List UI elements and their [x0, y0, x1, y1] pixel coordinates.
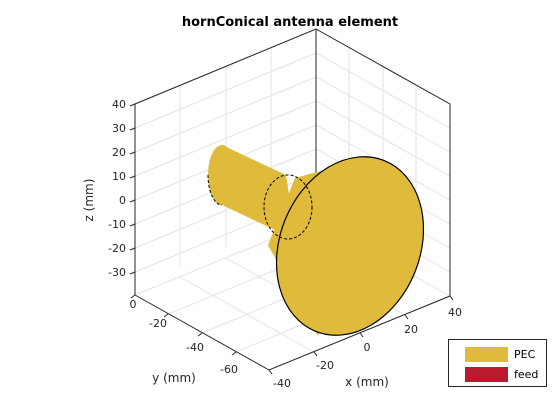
z-tick-label: 10	[112, 170, 126, 183]
waveguide-edge	[207, 174, 223, 206]
horn-aperture	[275, 156, 425, 336]
legend-item-feed: feed	[465, 366, 538, 382]
figure-title: hornConical antenna element	[182, 15, 398, 30]
y-tick-label: -60	[220, 363, 238, 376]
y-axis-label: y (mm)	[152, 371, 196, 385]
legend: PEC feed	[448, 339, 547, 387]
x-tick-label: 40	[448, 306, 462, 319]
legend-swatch-feed	[465, 366, 508, 382]
z-tick-label: -10	[108, 218, 126, 231]
z-tick-label: -30	[108, 266, 126, 279]
legend-swatch-pec	[465, 346, 508, 362]
z-tick-label: 20	[112, 146, 126, 159]
z-axis-label: z (mm)	[82, 179, 96, 222]
x-axis-label: x (mm)	[345, 375, 389, 389]
x-axis: -40 -20 0 20 40 x (mm)	[268, 295, 462, 390]
z-tick-label: 30	[112, 122, 126, 135]
x-tick-label: 0	[364, 341, 371, 354]
x-tick-label: -40	[273, 377, 291, 390]
z-tick-label: 40	[112, 98, 126, 111]
legend-item-pec: PEC	[465, 346, 535, 362]
z-axis: 40 30 20 10 0 -10 -20 -30 z (mm)	[82, 98, 136, 279]
waveguide-body	[222, 145, 296, 240]
legend-label-pec: PEC	[514, 347, 536, 361]
y-tick-label: -20	[149, 317, 167, 330]
legend-label-feed: feed	[514, 367, 539, 381]
y-tick-label: -40	[186, 341, 204, 354]
horn-antenna	[207, 145, 425, 336]
waveguide-junction	[263, 174, 313, 240]
x-tick-label: -20	[316, 359, 334, 372]
z-tick-label: 0	[119, 194, 126, 207]
y-tick-label: 0	[130, 298, 137, 311]
x-tick-label: 20	[404, 323, 418, 336]
z-tick-label: -20	[108, 242, 126, 255]
y-axis: 0 -20 -40 -60 y (mm)	[130, 294, 238, 385]
